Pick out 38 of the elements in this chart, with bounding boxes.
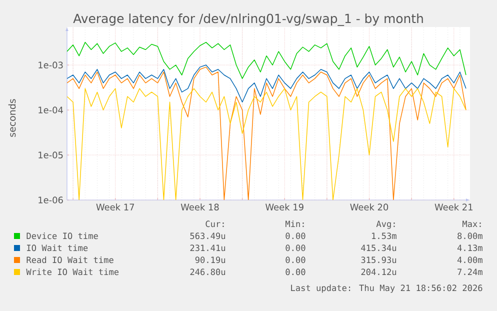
y-tick-label: 1e-03 [38, 62, 63, 68]
y-axis-title: seconds [8, 99, 16, 137]
legend-label: Read IO Wait time [26, 256, 114, 264]
text: 1.53m [372, 232, 396, 240]
x-tick-label: Week 20 [350, 204, 388, 210]
x-tick-label: Week 19 [266, 204, 304, 210]
text: 563.49u [190, 232, 226, 240]
line-series [67, 42, 466, 79]
x-tick-label: Week 17 [96, 204, 134, 210]
text: 415.34u [361, 244, 396, 252]
text: Min: [286, 220, 304, 227]
y-tick-label: 1e-05 [38, 152, 63, 158]
text: Avg: [376, 220, 395, 229]
x-tick-label: Week 18 [180, 204, 219, 210]
text: 0.00 [286, 256, 306, 264]
legend-label: Device IO time [26, 232, 98, 240]
text: 0.00 [286, 268, 306, 276]
text: 204.12u [361, 268, 396, 276]
chart-title: Average latency for /dev/nlring01-vg/swap_1 - by month [73, 14, 423, 26]
line-series [67, 64, 466, 102]
legend-label: Write IO Wait time [26, 268, 119, 276]
text: 4.00m [457, 256, 482, 264]
x-tick-label: Week 21 [434, 204, 472, 210]
text: 0.00 [286, 232, 306, 240]
text: 4.13m [457, 244, 482, 252]
text: 246.80u [190, 268, 226, 276]
text: 0.00 [286, 244, 306, 252]
text: Last update: Thu May 21 18:56:02 2026 [291, 284, 482, 293]
text: 315.93u [361, 256, 396, 264]
text: 8.00m [458, 232, 482, 240]
text: 231.41u [190, 244, 226, 252]
y-tick-label: 1e-06 [38, 196, 63, 204]
text: Cur: [206, 220, 224, 228]
legend-label: IO Wait time [27, 244, 88, 252]
text: 90.19u [195, 256, 226, 264]
text: 7.24m [458, 268, 482, 275]
y-tick-label: 1e-04 [38, 106, 63, 114]
text: Max: [462, 220, 481, 228]
